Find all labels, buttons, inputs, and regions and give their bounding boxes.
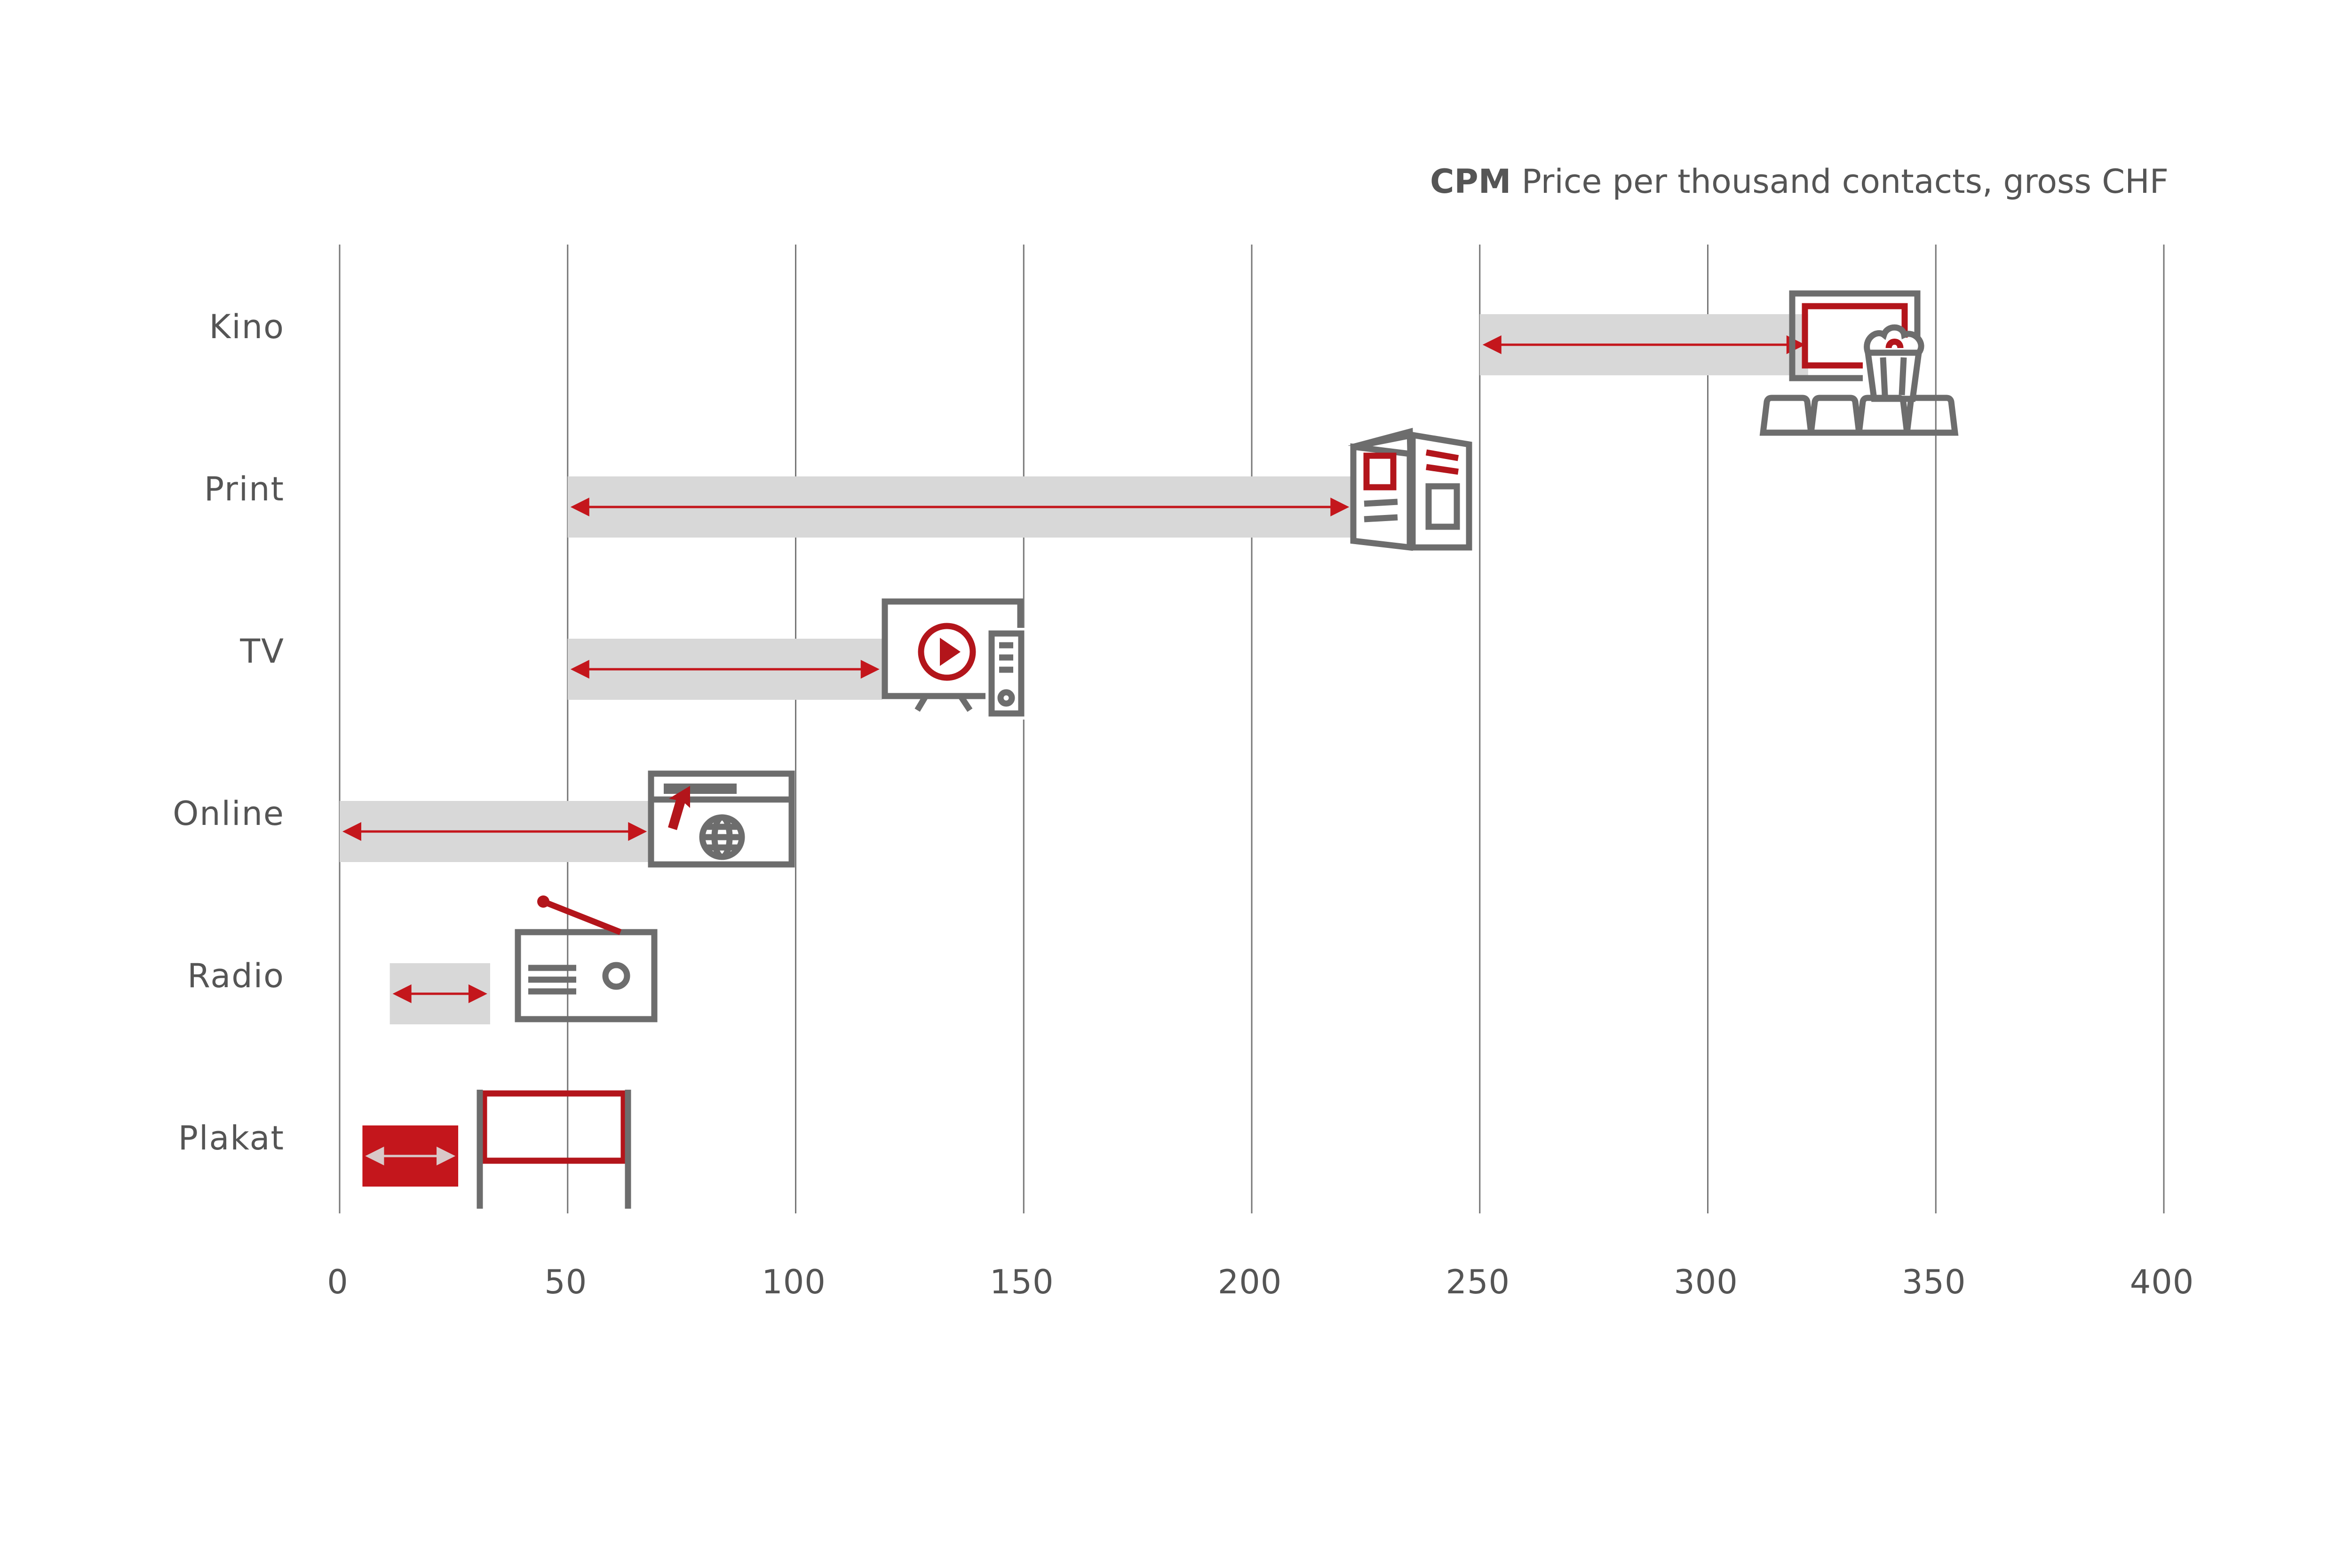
range-arrow-head-max-online (628, 822, 647, 841)
category-label-tv: TV (239, 632, 285, 671)
category-labels: Kino Print TV Online Radio Plakat (173, 308, 285, 1157)
x-tick-label-0: 0 (327, 1263, 349, 1301)
chart-title-rest (1511, 162, 1521, 201)
radio-icon (515, 895, 658, 1022)
range-arrow-head-max-print (1330, 498, 1350, 516)
range-arrow-head-min-tv (570, 660, 589, 679)
chart-title-main: Price per thousand contacts, gross CHF (1522, 162, 2169, 201)
category-label-kino: Kino (209, 308, 285, 346)
category-label-online: Online (173, 794, 285, 833)
icons (477, 290, 1959, 1209)
category-label-print: Print (204, 470, 285, 508)
range-arrow-head-min-online (342, 822, 361, 841)
range-arrow-head-min-print (570, 498, 589, 516)
x-tick-label-350: 350 (1902, 1263, 1966, 1301)
vertical-gridlines (339, 245, 2165, 1213)
billboard-icon (477, 1090, 631, 1209)
category-label-radio: Radio (187, 957, 285, 995)
x-tick-label-150: 150 (990, 1263, 1054, 1301)
x-tick-label-400: 400 (2130, 1263, 2194, 1301)
range-arrow-head-max-tv (860, 660, 880, 679)
x-tick-label-100: 100 (762, 1263, 826, 1301)
x-axis-tick-labels: 0 50 100 150 200 250 300 350 400 (327, 1263, 2194, 1301)
x-tick-label-300: 300 (1674, 1263, 1738, 1301)
browser-globe-icon (648, 770, 795, 868)
newspaper-icon (1348, 428, 1472, 551)
cinema-screen-popcorn-icon (1759, 290, 1959, 436)
range-arrow-head-min-plakat (365, 1147, 384, 1165)
chart-title-bold: CPM (1430, 162, 1511, 201)
range-arrow-head-min-kino (1482, 335, 1502, 354)
range-arrow-head-max-plakat (437, 1147, 456, 1165)
range-arrow-head-max-radio (468, 984, 487, 1003)
chart-title: CPM Price per thousand contacts, gross C… (1430, 162, 2169, 201)
x-tick-label-200: 200 (1218, 1263, 1282, 1301)
x-tick-label-250: 250 (1446, 1263, 1510, 1301)
category-label-plakat: Plakat (178, 1119, 285, 1157)
range-arrow-head-min-radio (392, 984, 412, 1003)
range-bars (340, 314, 1808, 1187)
tv-remote-icon (882, 598, 1028, 720)
x-tick-label-50: 50 (544, 1263, 587, 1301)
